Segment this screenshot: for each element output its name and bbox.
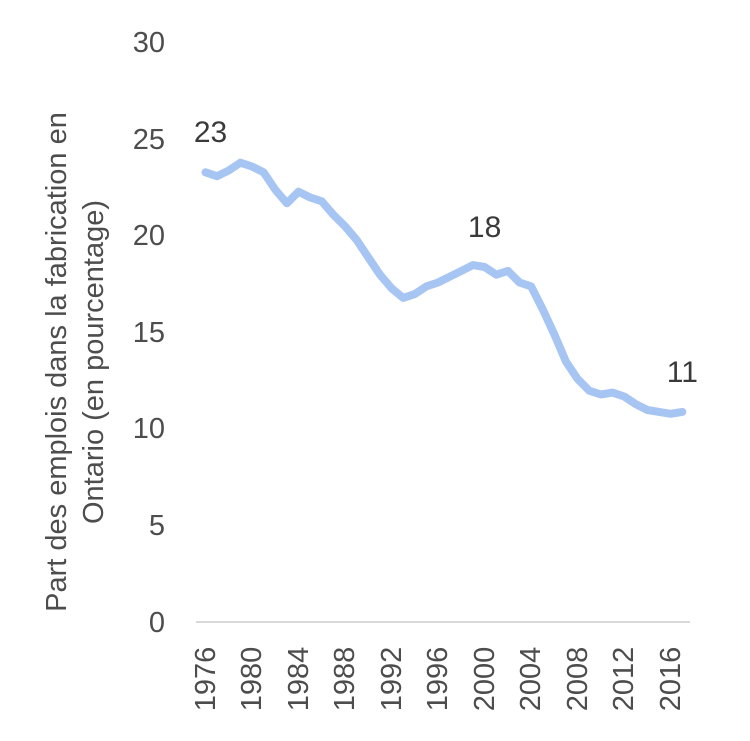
x-tick-label-2016: 2016 — [654, 646, 687, 712]
x-tick-label-1996: 1996 — [422, 646, 455, 712]
y-tick-label-5: 5 — [148, 509, 165, 542]
data-label-1976: 23 — [193, 116, 228, 150]
y-tick-label-10: 10 — [132, 413, 165, 446]
y-tick-label-0: 0 — [148, 606, 165, 639]
x-tick-label-1984: 1984 — [282, 646, 315, 712]
y-tick-label-20: 20 — [132, 220, 165, 253]
x-tick-label-1980: 1980 — [236, 646, 269, 712]
x-tick-label-1976: 1976 — [189, 646, 222, 712]
y-tick-label-25: 25 — [132, 123, 165, 156]
data-label-2017: 11 — [666, 355, 698, 389]
data-label-2000: 18 — [467, 211, 502, 244]
x-tick-label-2008: 2008 — [561, 646, 594, 712]
x-tick-label-1992: 1992 — [375, 646, 408, 712]
series-line — [201, 158, 687, 418]
x-tick-label-2004: 2004 — [515, 646, 548, 712]
y-tick-label-30: 30 — [132, 26, 165, 59]
x-tick-label-2000: 2000 — [468, 646, 501, 712]
x-tick-label-1988: 1988 — [329, 646, 362, 712]
x-tick-label-2012: 2012 — [608, 646, 641, 712]
y-tick-label-15: 15 — [132, 316, 165, 349]
